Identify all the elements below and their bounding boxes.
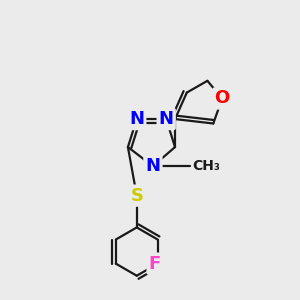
Text: N: N (159, 110, 174, 128)
Text: N: N (146, 157, 160, 175)
Text: N: N (129, 110, 144, 128)
Text: S: S (130, 187, 143, 205)
Text: F: F (148, 255, 161, 273)
Text: CH₃: CH₃ (192, 159, 220, 173)
Text: O: O (214, 89, 230, 107)
